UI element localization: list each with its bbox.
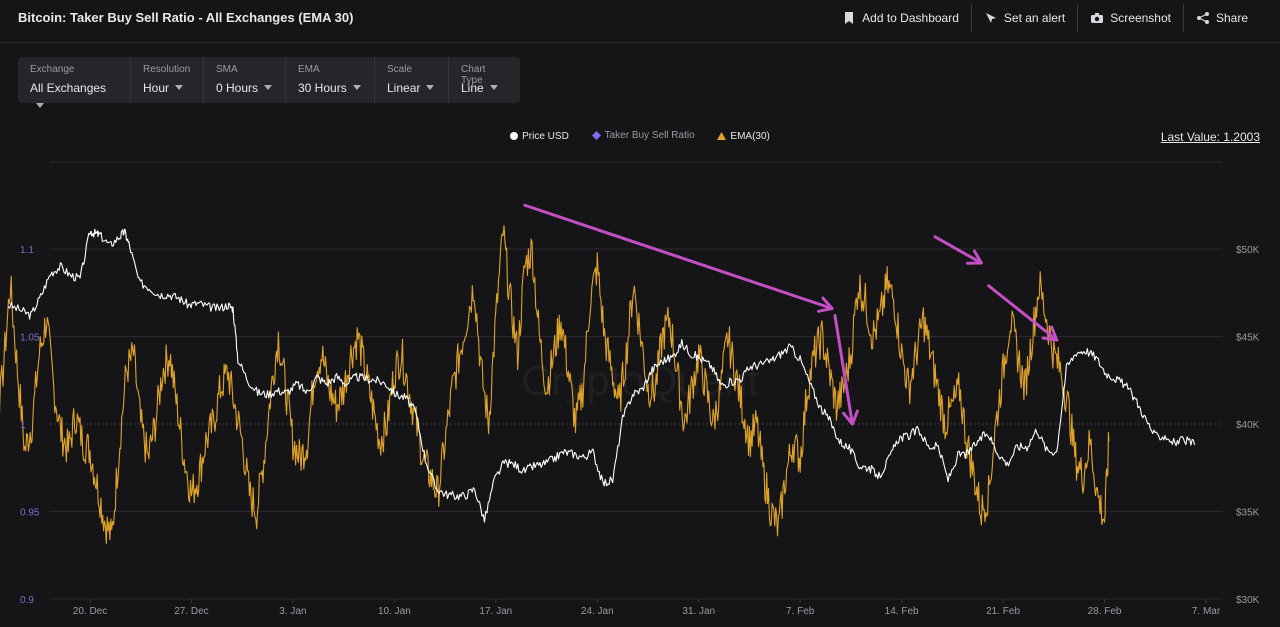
add-to-dashboard-label: Add to Dashboard (862, 11, 959, 25)
annotation-layer (523, 203, 1059, 426)
annotation-arrow-line (523, 203, 834, 310)
sma-filter[interactable]: SMA 0 Hours (204, 57, 286, 103)
scale-filter[interactable]: Scale Linear (375, 57, 449, 103)
circle-marker-icon (510, 132, 519, 140)
y-right-tick-label: $35K (1236, 508, 1260, 519)
x-tick-label: 24. Jan (581, 606, 614, 617)
annotation-arrowhead (1041, 325, 1059, 342)
ema-filter-value: 30 Hours (298, 81, 347, 95)
series-layer (0, 225, 1196, 545)
chart-type-filter[interactable]: Chart Type Line (449, 57, 520, 103)
price-usd-series-line (7, 228, 1196, 523)
x-tick-label: 28. Feb (1088, 606, 1122, 617)
x-tick-label: 14. Feb (885, 606, 919, 617)
resolution-filter-value: Hour (143, 81, 170, 95)
screenshot-button[interactable]: Screenshot (1077, 4, 1183, 32)
x-tick-label: 17. Jan (479, 606, 512, 617)
y-right-tick-label: $40K (1236, 420, 1260, 431)
chart-type-filter-value: Line (461, 81, 484, 95)
chevron-down-icon (426, 85, 435, 91)
y-right-tick-label: $50K (1236, 245, 1260, 256)
x-tick-label: 20. Dec (73, 606, 107, 617)
y-left-tick-label: 1.1 (20, 245, 34, 256)
x-tick-label: 21. Feb (986, 606, 1020, 617)
ema-filter-label: EMA (298, 64, 320, 75)
screenshot-label: Screenshot (1110, 11, 1171, 25)
annotation-arrowhead (817, 296, 834, 313)
grid-lines (50, 161, 1222, 600)
x-tick-label: 7. Mar (1192, 606, 1221, 617)
x-tick-label: 27. Dec (174, 606, 208, 617)
share-button[interactable]: Share (1182, 4, 1260, 32)
resolution-filter[interactable]: Resolution Hour (131, 57, 204, 103)
ema-30-series-line (0, 225, 1110, 545)
chevron-down-icon (264, 85, 273, 91)
chevron-down-icon (352, 85, 361, 91)
camera-icon (1091, 13, 1104, 23)
legend-item-price[interactable]: Price USD (510, 131, 569, 142)
bookmark-icon (845, 12, 854, 24)
legend-ratio-label: Taker Buy Sell Ratio (604, 130, 695, 141)
chevron-down-icon (36, 103, 44, 109)
legend-item-ema[interactable]: EMA(30) (717, 130, 770, 142)
add-to-dashboard-button[interactable]: Add to Dashboard (830, 4, 971, 32)
x-tick-label: 10. Jan (378, 606, 411, 617)
resolution-filter-label: Resolution (143, 64, 191, 75)
sma-filter-label: SMA (216, 64, 238, 75)
alert-icon (985, 13, 996, 23)
diamond-marker-icon (591, 131, 601, 140)
watermark: CryptoQuant (521, 357, 759, 404)
top-bar: Bitcoin: Taker Buy Sell Ratio - All Exch… (0, 0, 1280, 43)
annotation-arrow-line (933, 235, 983, 265)
sma-filter-value: 0 Hours (216, 81, 259, 95)
legend-price-label: Price USD (522, 130, 569, 142)
exchange-filter-value: All Exchanges (30, 81, 107, 95)
y-left-tick-label: 1.05 (20, 333, 40, 344)
y-right-tick-label: $30K (1236, 595, 1260, 606)
share-label: Share (1215, 11, 1248, 25)
scale-filter-value: Linear (387, 81, 421, 95)
x-tick-label: 31. Jan (682, 606, 715, 617)
set-alert-label: Set an alert (1003, 11, 1066, 25)
exchange-filter-label: Exchange (30, 64, 75, 75)
y-left-tick-label: 0.95 (20, 508, 40, 519)
triangle-marker-icon (717, 132, 727, 140)
header-actions: Add to Dashboard Set an alert Screenshot… (830, 4, 1260, 32)
y-left-tick-label: 1 (20, 420, 26, 431)
annotation-arrowhead (966, 249, 983, 265)
legend-ema-label: EMA(30) (730, 130, 770, 142)
x-tick-label: 7. Feb (786, 606, 815, 617)
scale-filter-label: Scale (387, 64, 413, 75)
last-value: Last Value: 1.2003 (1160, 130, 1260, 144)
legend-item-ratio[interactable]: Taker Buy Sell Ratio (591, 130, 695, 141)
chevron-down-icon (175, 85, 184, 91)
chart-type-filter-label: Chart Type (461, 64, 486, 86)
exchange-filter[interactable]: Exchange All Exchanges (18, 57, 131, 109)
chart-title: Bitcoin: Taker Buy Sell Ratio - All Exch… (18, 10, 354, 25)
annotation-arrow-line (833, 314, 854, 426)
chart-legend: Price USD Taker Buy Sell Ratio EMA(30) (0, 130, 1280, 143)
y-left-tick-label: 0.9 (20, 595, 34, 606)
y-right-tick-label: $45K (1236, 333, 1260, 344)
chevron-down-icon (489, 85, 498, 91)
axis-labels: 0.9 0.95 1 1.05 1.1 $30K $35K $40K $45K $50K 20. D… (20, 245, 1260, 617)
annotation-arrowhead (842, 409, 859, 426)
filter-bar: Exchange All Exchanges Resolution Hour S… (18, 57, 520, 109)
share-icon (1196, 12, 1209, 24)
x-tick-label: 3. Jan (279, 606, 306, 617)
set-alert-button[interactable]: Set an alert (970, 4, 1077, 32)
annotation-arrow-line (987, 284, 1059, 342)
ema-filter[interactable]: EMA 30 Hours (286, 57, 375, 103)
